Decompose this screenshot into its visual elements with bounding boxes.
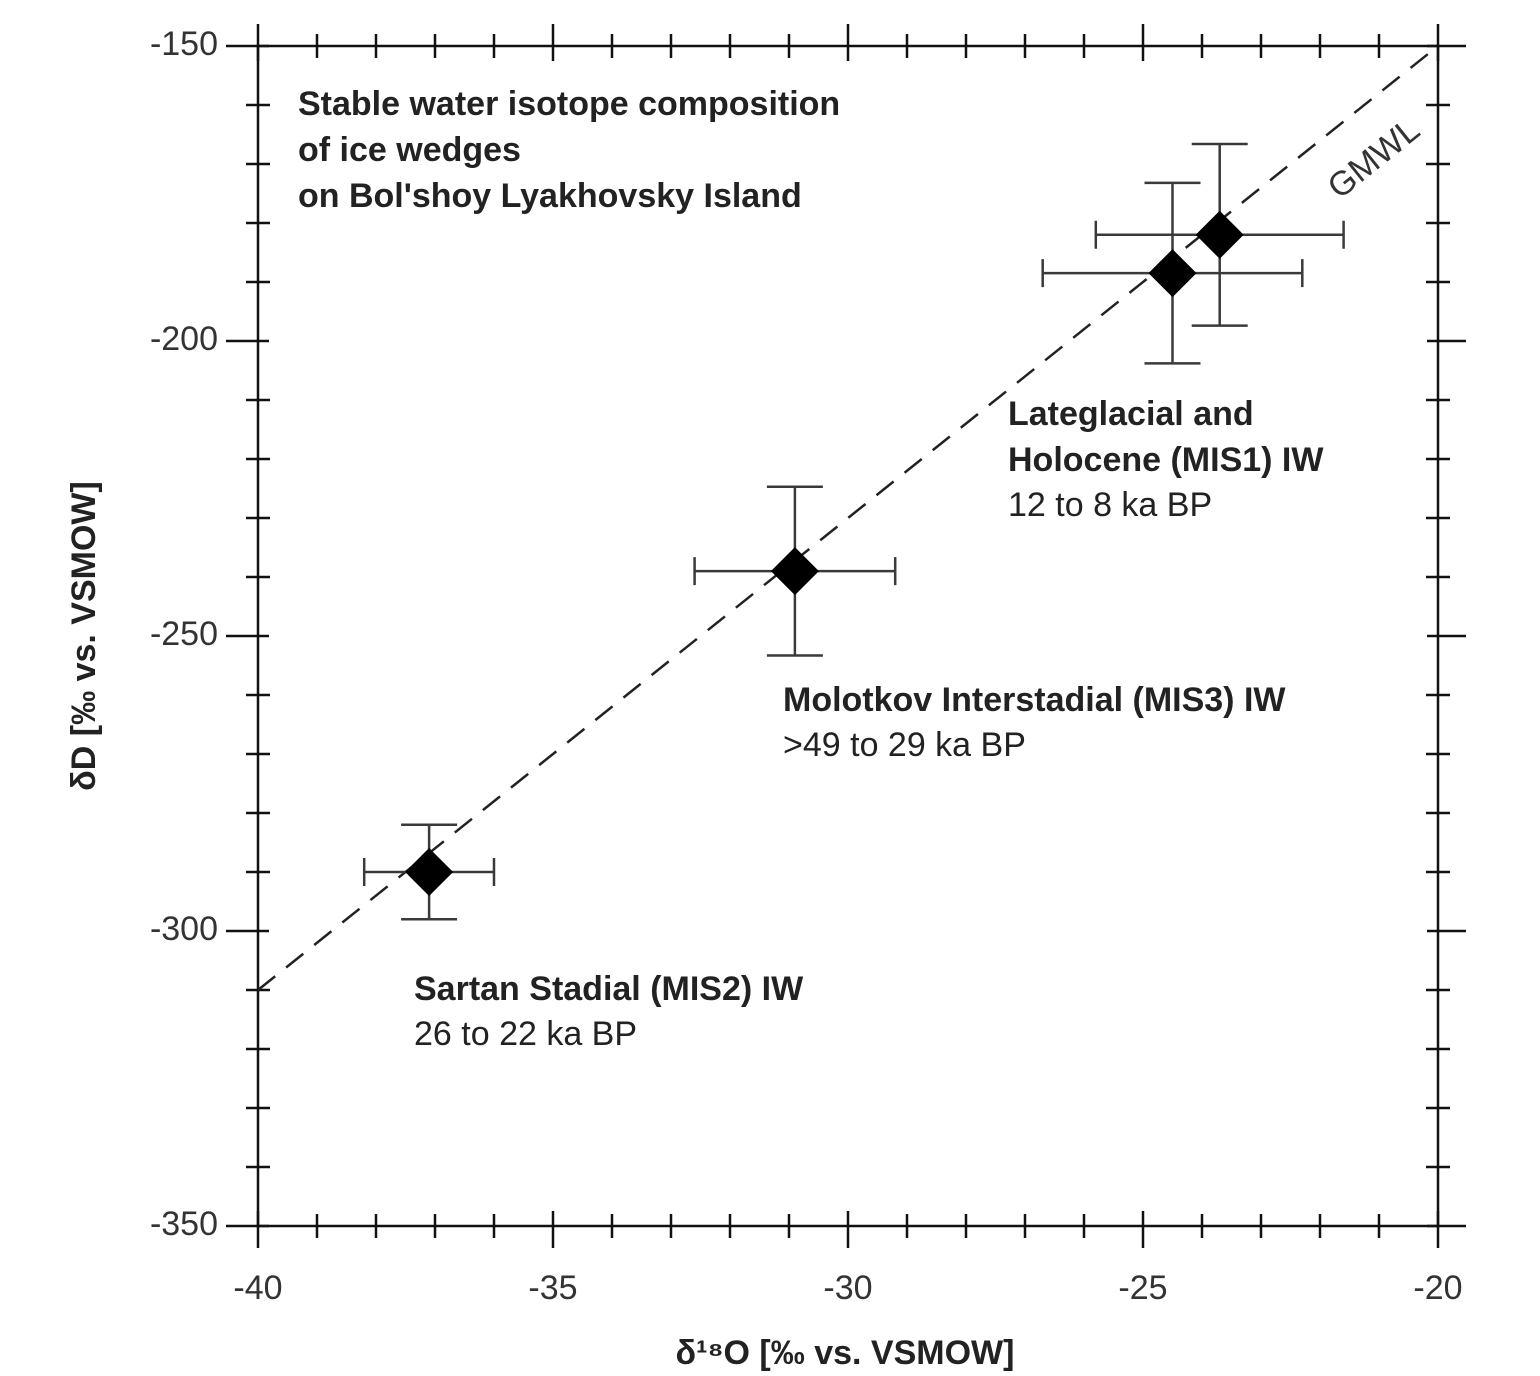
- title-line: on Bol'shoy Lyakhovsky Island: [298, 177, 802, 215]
- y-tick-label: -250: [150, 615, 218, 653]
- point: [1148, 249, 1197, 298]
- annotation: 26 to 22 ka BP: [414, 1015, 637, 1053]
- annotation: Lateglacial and: [1008, 395, 1254, 433]
- annotation: Molotkov Interstadial (MIS3) IW: [783, 681, 1286, 719]
- annotation: Holocene (MIS1) IW: [1008, 441, 1324, 479]
- annotation: >49 to 29 ka BP: [783, 726, 1026, 764]
- point: [1195, 210, 1244, 259]
- x-tick-label: -30: [823, 1269, 872, 1307]
- x-tick-label: -20: [1413, 1269, 1462, 1307]
- y-tick-label: -200: [150, 320, 218, 358]
- title-line: Stable water isotope composition: [298, 85, 840, 123]
- reference-line-label: GMWL: [1321, 111, 1427, 207]
- y-axis-label: δD [‰ vs. VSMOW]: [65, 481, 103, 791]
- annotation: Sartan Stadial (MIS2) IW: [414, 970, 804, 1008]
- point: [405, 848, 454, 896]
- y-tick-label: -300: [150, 910, 218, 948]
- title-line: of ice wedges: [298, 131, 521, 169]
- x-tick-label: -25: [1118, 1269, 1167, 1307]
- y-tick-label: -350: [150, 1205, 218, 1243]
- x-tick-label: -40: [233, 1269, 282, 1307]
- x-axis-label: δ¹⁸O [‰ vs. VSMOW]: [676, 1334, 1015, 1372]
- annotation: 12 to 8 ka BP: [1008, 486, 1212, 524]
- y-tick-label: -150: [150, 25, 218, 63]
- x-tick-label: -35: [528, 1269, 577, 1307]
- point: [770, 547, 819, 596]
